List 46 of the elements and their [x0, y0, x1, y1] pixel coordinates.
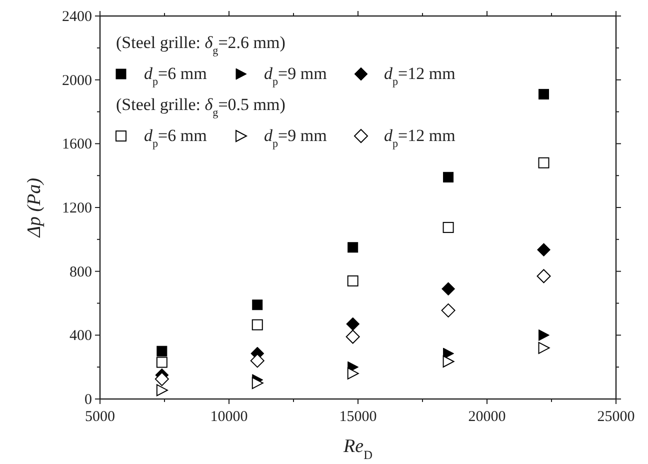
legend-label: d$_{p}$=6 mm — [144, 126, 207, 150]
point — [442, 222, 454, 233]
y-tick-label: 400 — [70, 328, 92, 344]
point — [346, 317, 360, 331]
y-tick-label: 800 — [70, 264, 92, 280]
y-tick-label: 2000 — [62, 72, 92, 89]
point — [250, 354, 264, 368]
point — [538, 88, 550, 100]
point — [442, 356, 454, 368]
point — [538, 342, 550, 354]
point — [252, 377, 264, 390]
point — [347, 367, 359, 380]
point — [536, 269, 551, 284]
point — [442, 282, 456, 296]
point — [538, 329, 550, 341]
point — [537, 243, 551, 257]
point — [538, 157, 550, 168]
point — [154, 372, 169, 386]
legend-label: d$_{p}$=9 mm — [264, 126, 327, 150]
annotation: (Steel grille: δ$_{g}$=2.6 mm) — [116, 33, 286, 57]
point — [347, 275, 358, 286]
point — [156, 346, 168, 356]
point — [252, 300, 263, 310]
legend-label: d$_{p}$=12 mm — [384, 64, 456, 88]
point — [441, 303, 456, 318]
y-tick-label: 0 — [84, 392, 92, 408]
x-tick-label: 15000 — [339, 409, 377, 425]
point — [252, 319, 263, 330]
x-axis-title: Re$_{D}$ — [342, 436, 373, 462]
legend-label: d$_{p}$=9 mm — [264, 64, 327, 88]
point — [443, 172, 454, 182]
point — [348, 242, 358, 253]
y-tick-label: 1600 — [62, 136, 92, 153]
y-axis-title: Δp (Pa) — [24, 178, 45, 238]
point — [156, 356, 168, 368]
x-tick-label: 5000 — [85, 409, 115, 425]
annotation: (Steel grille: δ$_{g}$=0.5 mm) — [116, 95, 286, 119]
x-tick-label: 10000 — [210, 409, 248, 425]
x-tick-label: 25000 — [597, 409, 635, 425]
point — [156, 384, 168, 396]
legend-label: d$_{p}$=6 mm — [144, 64, 207, 88]
legend-label: d$_{p}$=12 mm — [384, 126, 456, 150]
y-tick-label: 2400 — [62, 9, 92, 25]
x-tick-label: 20000 — [468, 409, 506, 425]
y-tick-label: 1200 — [62, 200, 92, 216]
point — [346, 330, 360, 344]
